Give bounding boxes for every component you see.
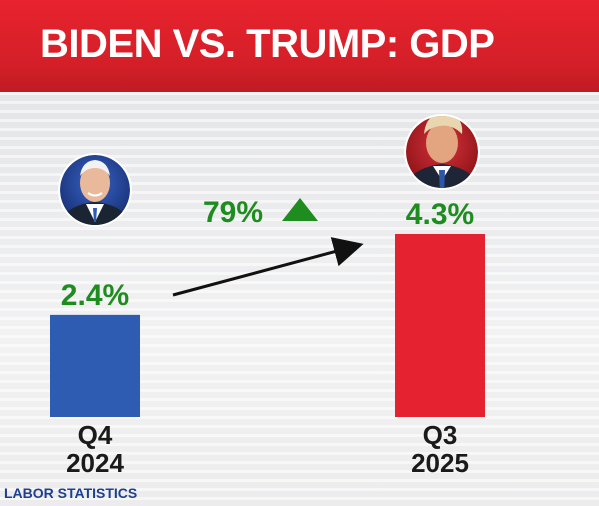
bar-trump-q3-2025: [395, 234, 485, 417]
biden-portrait-icon: [58, 153, 132, 227]
category-label-q4: Q4: [78, 420, 113, 450]
category-label-2025: 2025: [411, 448, 469, 478]
page-title: BIDEN VS. TRUMP: GDP: [40, 22, 495, 66]
source-label: LABOR STATISTICS: [4, 485, 138, 501]
change-percent-label: 79%: [203, 196, 263, 229]
category-label-q3: Q3: [423, 420, 458, 450]
up-triangle-icon: [282, 198, 318, 221]
title-banner: BIDEN VS. TRUMP: GDP: [0, 0, 599, 92]
value-label-trump: 4.3%: [406, 198, 474, 231]
trump-portrait-icon: [404, 114, 480, 190]
value-label-biden: 2.4%: [61, 279, 129, 312]
bar-biden-q4-2024: [50, 314, 140, 417]
category-label-2024: 2024: [66, 448, 124, 478]
increase-arrow-icon: [172, 237, 364, 297]
